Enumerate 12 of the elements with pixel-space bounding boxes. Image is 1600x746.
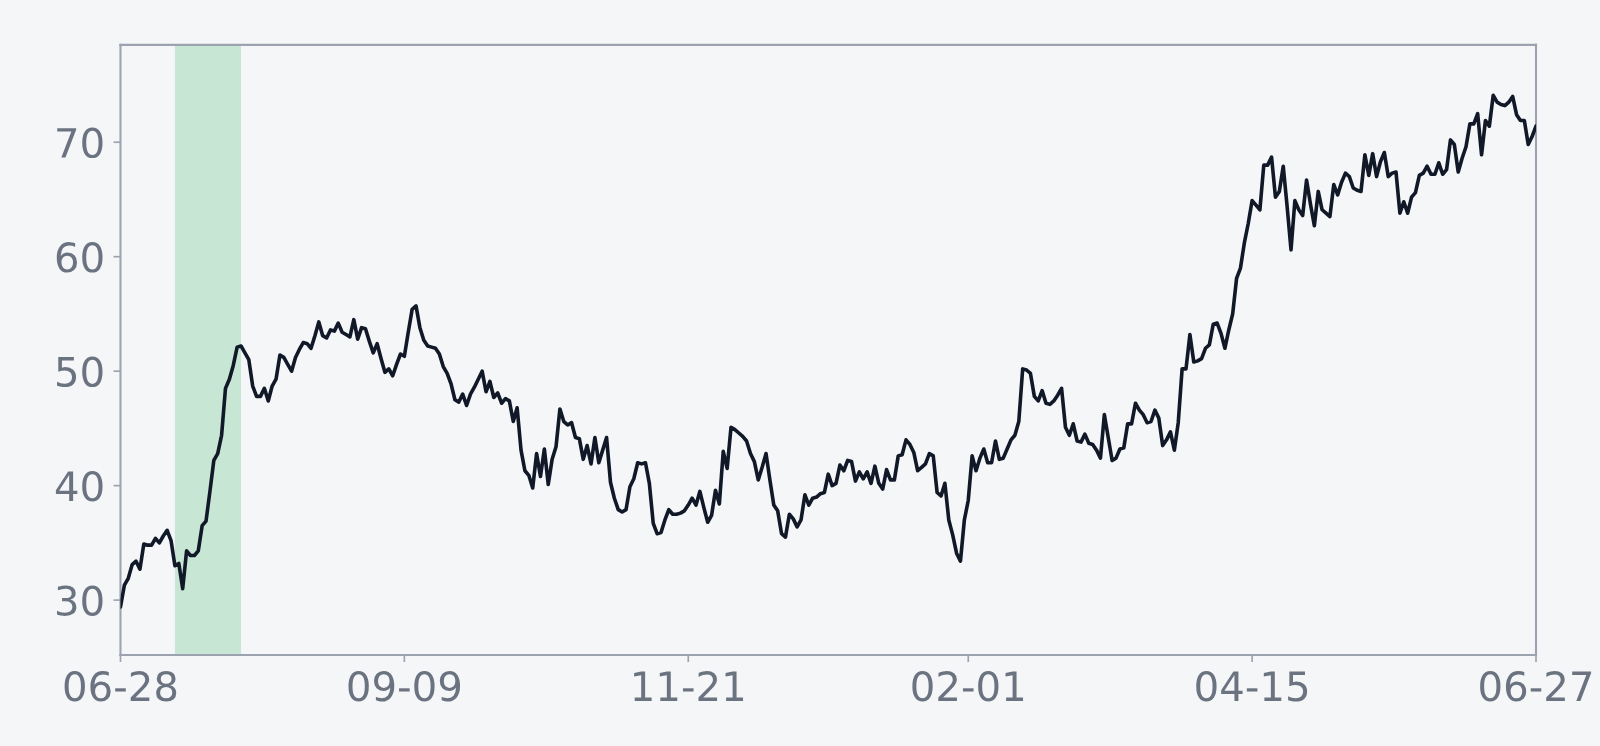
x-tick-label: 06-28: [64, 671, 177, 702]
y-tick-label: 50: [57, 356, 103, 388]
x-tick-label: 11-21: [634, 671, 744, 701]
y-tick-label: 40: [55, 471, 103, 502]
line-series: [120, 93, 1536, 609]
x-tick-label: 09-09: [348, 671, 461, 702]
x-tick-label: 06-27: [1480, 671, 1592, 702]
y-tick-label: 70: [57, 127, 103, 159]
y-tick-label: 60: [56, 242, 103, 273]
x-tick-label: 04-15: [1196, 671, 1308, 702]
x-tick-label: 02-01: [912, 671, 1024, 702]
y-tick-label: 30: [57, 585, 103, 616]
